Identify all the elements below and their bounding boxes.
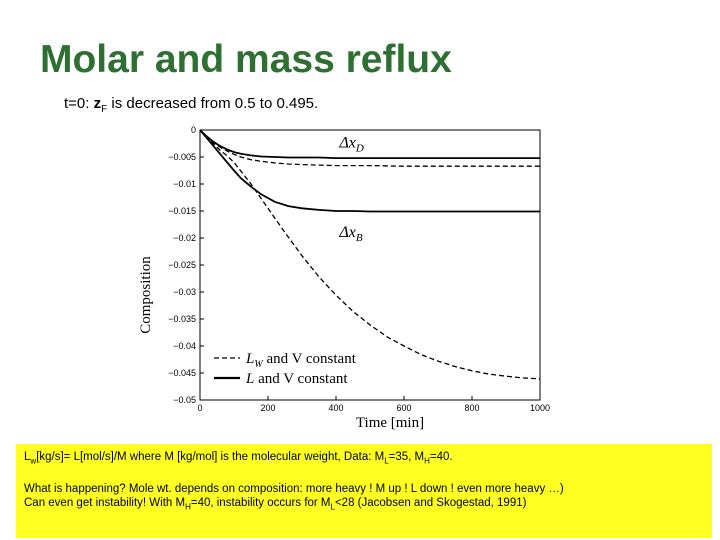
y-tick-label: −0.045 [168,368,196,378]
legend-sub: W [254,359,264,370]
note-line3-end: <28 (Jacobsen and Skogestad, 1991) [334,497,527,510]
annotation-subscript: B [356,232,363,244]
series-line-4 [199,129,541,380]
y-axis-label: Composition [138,256,154,334]
note-line3-start: Can even get instability! With M [24,497,186,510]
y-tick-label: −0.03 [173,287,196,297]
curve-annotation: ΔxD [338,134,364,154]
subtitle-suffix: is decreased from 0.5 to 0.495. [107,95,319,112]
y-tick-label: −0.05 [173,395,196,405]
note-line3-ml-sub: L [330,502,335,512]
y-tick-label: −0.005 [168,152,196,162]
composition-chart: 0 −0.005 −0.01 −0.015 −0.02 −0.025 −0.03 −0.035… [138,125,550,431]
annotation-main: Δx [338,224,356,241]
y-tick-label: −0.04 [173,341,196,351]
subtitle-variable-subscript: F [101,104,108,115]
x-tick-label: 0 [197,403,202,413]
x-tick-label: 200 [260,403,275,413]
y-tick-label: −0.035 [168,314,196,324]
y-tick-label: −0.025 [168,260,196,270]
note-line-1: Lw[kg/s]= L[mol/s]/M where M [kg/mol] is… [24,450,704,468]
note-lw: L [24,451,31,463]
note-line1-text: [kg/s]= L[mol/s]/M where M [kg/mol] is t… [36,451,385,463]
note-line-2: What is happening? Mole wt. depends on c… [24,483,564,496]
note-lw-sub: w [30,456,37,466]
note-line1-mid: =35, M [388,451,425,463]
slide-title: Molar and mass reflux [40,38,452,81]
annotation-subscript: D [355,142,364,154]
annotation-main: Δx [338,134,356,151]
y-tick-label: 0 [191,125,196,135]
note-line3-mh-sub: H [185,502,191,512]
x-tick-label: 800 [464,403,479,413]
legend-rest: and V constant [254,371,348,387]
note-ml-sub: L [384,456,389,466]
y-tick-label: −0.02 [173,233,196,243]
x-axis-label: Time [min] [356,415,424,431]
subtitle-variable: z [93,95,102,112]
series-line-2 [199,129,540,159]
legend-label-1: LW and V constant [245,351,357,370]
series-line-1 [199,129,540,167]
x-tick-label: 400 [328,403,343,413]
legend-rest: and V constant [263,351,357,367]
slide-subtitle: t=0: zF is decreased from 0.5 to 0.495. [64,95,318,115]
note-line1-end: =40. [429,451,453,463]
legend-main: L [245,371,254,387]
series-line-3 [199,129,540,213]
legend-main: L [245,351,254,367]
y-tick-label: −0.01 [173,179,196,189]
subtitle-prefix: t=0: [64,95,94,112]
x-tick-label: 600 [396,403,411,413]
note-line-3: Can even get instability! With MH=40, in… [24,496,704,514]
note-mh-sub: H [424,456,430,466]
legend-label-2: L and V constant [245,371,348,387]
curve-annotation: ΔxB [338,224,363,244]
note-box: Lw[kg/s]= L[mol/s]/M where M [kg/mol] is… [16,444,712,538]
note-line3-mid: =40, instability occurs for M [190,497,331,510]
y-tick-label: −0.015 [168,206,196,216]
x-tick-label: 1000 [530,403,550,413]
